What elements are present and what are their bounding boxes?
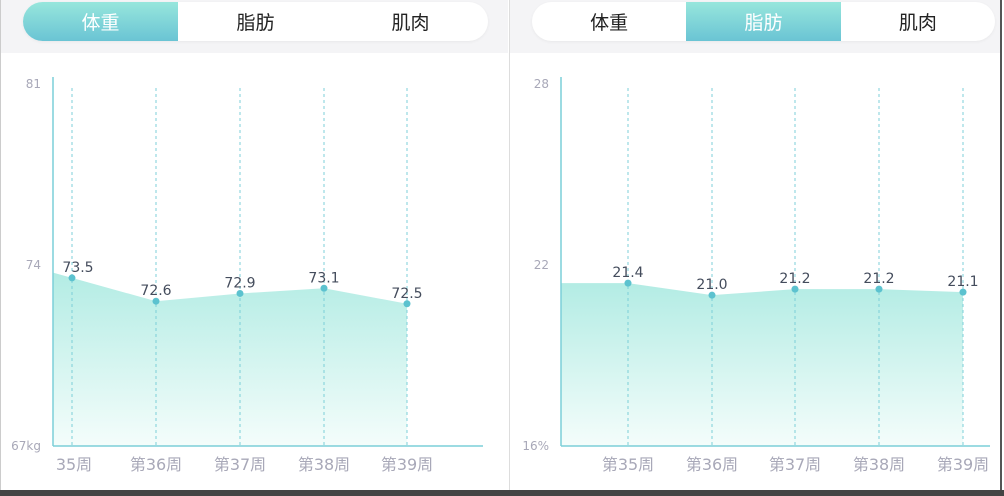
area-fill [561, 283, 963, 446]
tab-muscle[interactable]: 肌肉 [898, 12, 937, 34]
x-tick-label: 35周 [56, 455, 92, 474]
x-tick-label: 第35周 [602, 455, 654, 474]
data-label: 21.2 [863, 271, 894, 287]
data-point [403, 300, 411, 308]
tab-fat[interactable]: 脂肪 [686, 2, 841, 41]
data-label: 21.2 [779, 271, 810, 287]
data-label: 72.9 [224, 275, 255, 291]
data-point [791, 285, 799, 293]
x-tick-label: 第39周 [937, 455, 989, 474]
x-tick-label: 第38周 [298, 455, 350, 474]
segmented-control: 体重 脂肪 肌肉 [532, 2, 995, 41]
tab-fat[interactable]: 脂肪 [236, 12, 275, 34]
weight-chart: 81 74 67kg 73.5 35周 72.6 第36周 72.9 第37周 73.1 第38周 7… [11, 77, 483, 474]
tab-weight[interactable]: 体重 [23, 2, 178, 41]
data-label: 72.5 [391, 286, 422, 302]
segmented-control: 体重 脂肪 肌肉 [23, 2, 488, 41]
x-tick-label: 第37周 [769, 455, 821, 474]
data-point [236, 289, 244, 297]
y-tick-label: 67kg [11, 439, 41, 453]
x-tick-label: 第38周 [853, 455, 905, 474]
y-tick-label: 22 [534, 258, 549, 272]
area-fill [53, 272, 407, 446]
data-point [68, 274, 76, 282]
tab-muscle[interactable]: 肌肉 [391, 12, 430, 34]
data-point [959, 288, 967, 296]
data-point [624, 279, 632, 287]
data-point [708, 291, 716, 299]
tab-bar: 体重 脂肪 肌肉 [510, 0, 1000, 53]
y-tick-label: 81 [26, 77, 41, 91]
tab-bar: 体重 脂肪 肌肉 [1, 0, 508, 53]
x-tick-label: 第36周 [686, 455, 738, 474]
fat-chart: 28 22 16% 21.4 第35周 21.0 第36周 21.2 第37周 21.2 第38周 2… [522, 77, 990, 474]
data-label: 21.1 [947, 274, 978, 290]
x-tick-label: 第39周 [381, 455, 433, 474]
data-label: 72.6 [140, 283, 171, 299]
tab-weight[interactable]: 体重 [590, 12, 629, 34]
data-point [152, 297, 160, 305]
y-tick-label: 74 [26, 258, 41, 272]
data-label: 21.4 [612, 265, 643, 281]
data-label: 73.5 [62, 260, 93, 276]
data-point [875, 285, 883, 293]
weight-chart-panel: 体重 脂肪 肌肉 81 74 67kg 73.5 35周 72.6 第36周 72.9 第37周… [0, 0, 508, 490]
x-tick-label: 第36周 [130, 455, 182, 474]
data-point [320, 284, 328, 292]
x-tick-label: 第37周 [214, 455, 266, 474]
bottom-border [0, 490, 1004, 496]
y-tick-label: 28 [534, 77, 549, 91]
data-label: 21.0 [696, 277, 727, 293]
data-label: 73.1 [308, 270, 339, 286]
fat-chart-panel: 体重 脂肪 肌肉 28 22 16% 21.4 第35周 21.0 第36周 21.2 第37周… [509, 0, 1002, 490]
y-tick-label: 16% [522, 439, 549, 453]
